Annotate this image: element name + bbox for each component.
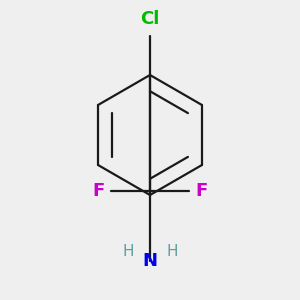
Text: H: H [167, 244, 178, 259]
Text: F: F [93, 182, 105, 200]
Text: H: H [122, 244, 134, 259]
Text: F: F [195, 182, 207, 200]
Text: Cl: Cl [140, 11, 160, 28]
Text: N: N [142, 252, 158, 270]
